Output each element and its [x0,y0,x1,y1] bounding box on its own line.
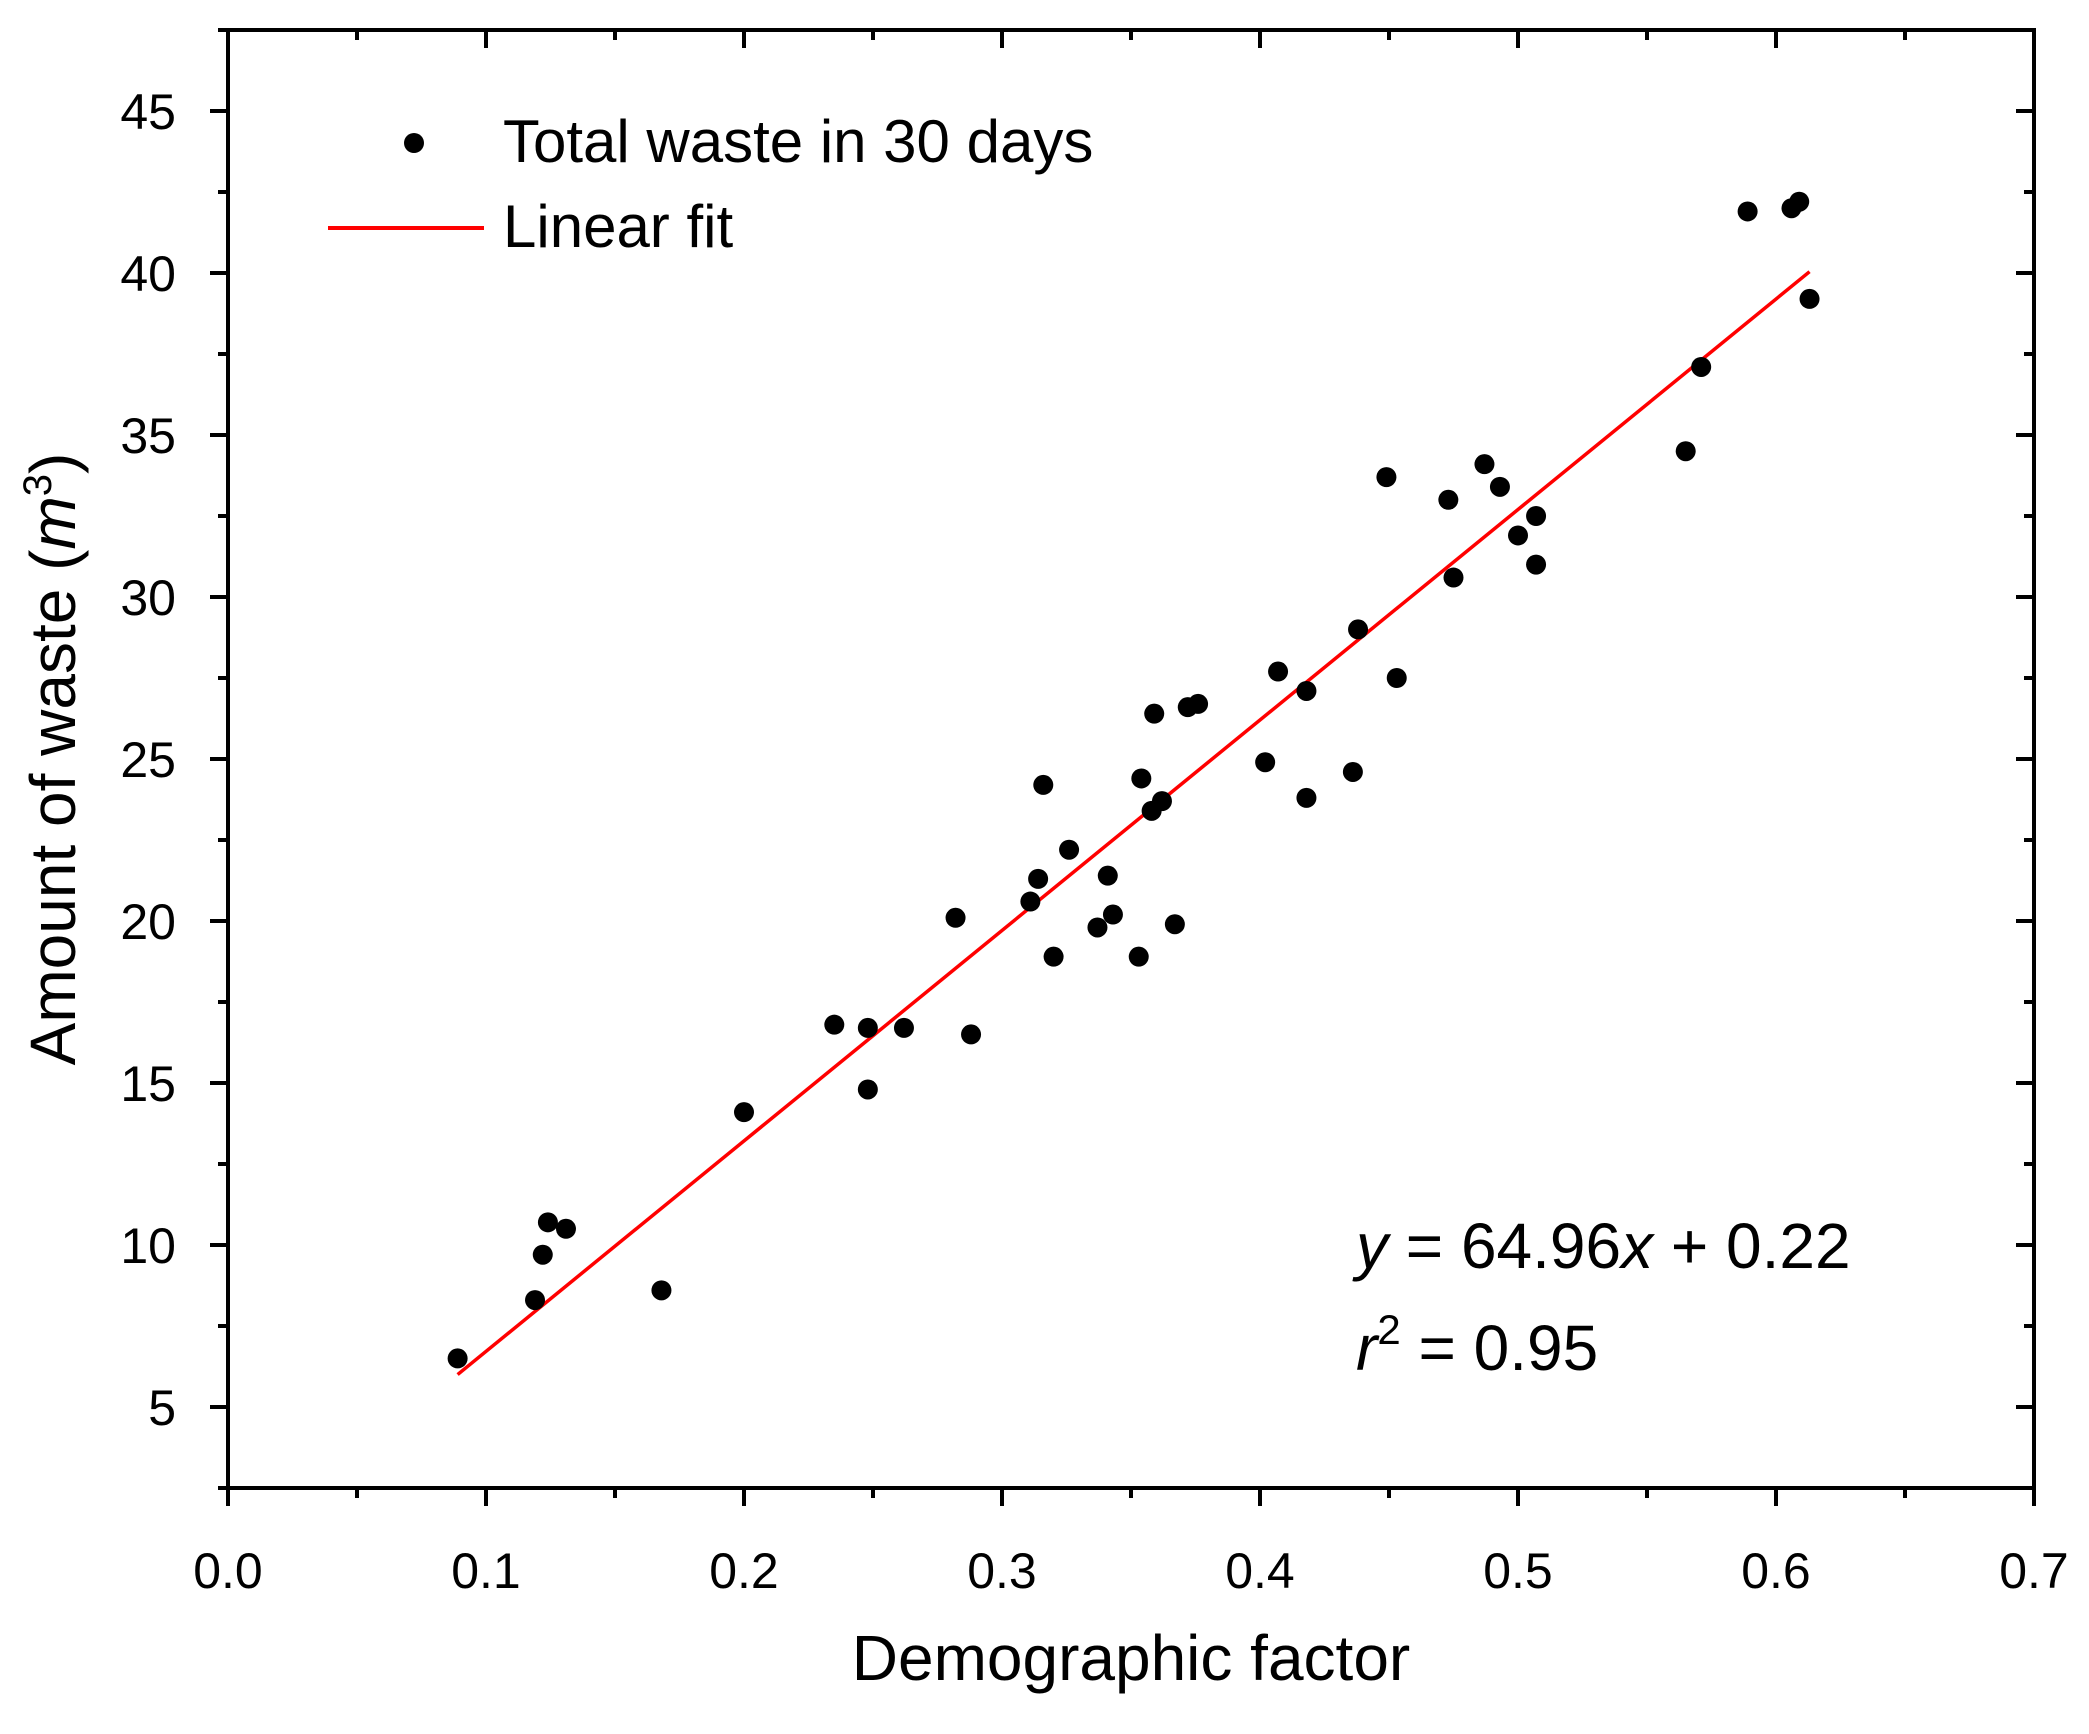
data-point [1474,454,1495,475]
data-point [1102,904,1123,925]
data-point [1296,787,1317,808]
y-axis-title-unit: m [17,496,89,549]
y-axis-ticks [210,28,2034,1490]
legend: Total waste in 30 days Linear fit [328,108,1093,260]
data-point [857,1079,878,1100]
data-point [1675,441,1696,462]
equation-y: y [1352,1210,1392,1282]
data-point [1737,201,1758,222]
data-point [1059,839,1080,860]
data-point [1348,619,1369,640]
data-points-layer [447,191,1820,1369]
x-tick-label: 0.6 [1741,1543,1811,1599]
x-tick-label: 0.1 [451,1543,521,1599]
data-point [1268,661,1289,682]
y-tick-label: 35 [120,408,176,464]
data-point [893,1017,914,1038]
data-point [1799,288,1820,309]
data-point [857,1017,878,1038]
data-point [1443,567,1464,588]
data-point [651,1280,672,1301]
equation-x: x [1618,1210,1655,1282]
x-tick-label: 0.5 [1483,1543,1553,1599]
data-point [1789,191,1810,212]
data-point [1342,761,1363,782]
data-point [537,1212,558,1233]
r2-r: r [1356,1312,1380,1384]
data-point [1386,668,1407,688]
y-tick-label: 15 [120,1056,176,1112]
x-axis-title: Demographic factor [852,1622,1410,1694]
data-point [824,1014,845,1035]
data-point [1438,489,1459,510]
y-tick-label: 30 [120,570,176,626]
x-tick-label: 0.4 [1225,1543,1295,1599]
data-point [1164,914,1185,935]
data-point [1028,868,1049,889]
data-point [532,1244,553,1265]
y-tick-label: 25 [120,732,176,788]
data-point [1188,693,1209,714]
y-tick-label: 40 [120,246,176,302]
data-point [555,1218,576,1239]
y-tick-label: 10 [120,1218,176,1274]
legend-fit-label: Linear fit [503,193,733,260]
data-point [1020,891,1041,912]
x-tick-label: 0.7 [1999,1543,2069,1599]
data-point [1087,917,1108,938]
x-tick-label: 0.3 [967,1543,1037,1599]
data-point [1128,946,1149,967]
data-point [525,1290,546,1311]
data-point [1144,703,1165,724]
data-point [1691,356,1712,377]
legend-points-label: Total waste in 30 days [503,108,1093,175]
data-point [1376,467,1397,488]
y-axis-title-prefix: Amount of waste ( [17,550,89,1066]
y-tick-label: 20 [120,894,176,950]
equation-eq: = 64.96 [1388,1210,1621,1282]
data-point [961,1024,982,1045]
legend-point-marker [404,133,424,153]
data-point [1151,791,1172,812]
data-point [1526,506,1547,526]
data-point [447,1348,468,1369]
equation-rest: + 0.22 [1653,1210,1851,1282]
x-axis-tick-labels: 0.0 0.1 0.2 0.3 0.4 0.5 0.6 0.7 [193,1543,2069,1599]
x-tick-label: 0.2 [709,1543,779,1599]
fit-line [456,270,1811,1376]
data-point [1255,752,1276,773]
data-point [1097,865,1118,886]
x-axis-ticks [226,30,2036,1506]
y-axis-title: Amount of waste (m3) [16,453,89,1066]
fit-line-layer [456,270,1811,1376]
r2-rest: = 0.95 [1401,1312,1599,1384]
data-point [1489,476,1510,497]
x-tick-label: 0.0 [193,1543,263,1599]
fit-equation: y = 64.96x + 0.22 [1352,1210,1851,1282]
y-axis-title-suffix: ) [17,453,89,474]
r-squared: r2 = 0.95 [1356,1306,1598,1384]
data-point [1508,525,1528,546]
data-point [734,1102,754,1123]
r2-exponent: 2 [1377,1306,1400,1353]
data-point [1033,774,1054,795]
data-point [1043,946,1064,967]
y-tick-label: 5 [148,1380,176,1436]
y-axis-title-exponent: 3 [16,474,60,496]
data-point [945,907,966,928]
y-axis-tick-labels: 5 10 15 20 25 30 35 40 45 [120,84,176,1436]
data-point [1296,680,1317,701]
data-point [1526,554,1547,575]
data-point [1131,768,1152,789]
y-tick-label: 45 [120,84,176,140]
